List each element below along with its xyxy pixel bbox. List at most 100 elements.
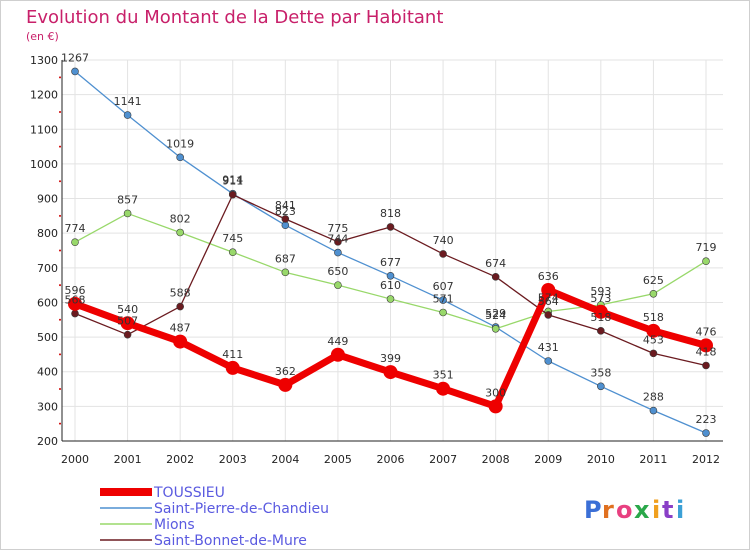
data-label: 914	[222, 174, 243, 187]
point-mions	[176, 228, 184, 237]
point-saint-bonnet-de-mure	[702, 361, 710, 370]
data-label: 674	[485, 257, 506, 270]
data-label: 841	[275, 199, 296, 212]
point-mions	[491, 324, 500, 333]
point-mions	[123, 209, 132, 218]
point-saint-pierre-de-chandieu	[544, 357, 553, 365]
point-mions	[281, 268, 290, 277]
point-saint-bonnet-de-mure	[597, 327, 605, 335]
point-toussieu	[646, 323, 661, 338]
data-label: 518	[590, 311, 611, 324]
point-saint-pierre-de-chandieu	[702, 429, 710, 437]
y-tick-label: 700	[37, 262, 58, 275]
data-label: 568	[65, 294, 86, 307]
point-mions	[334, 281, 342, 289]
data-labels: 1267 1141 1019 914 823 744 677 607 529 431 358 288 2…	[61, 51, 717, 426]
data-label: 1019	[166, 137, 194, 150]
y-minor-tick	[59, 388, 61, 391]
data-label: 223	[696, 413, 717, 426]
data-label: 571	[433, 292, 454, 305]
point-saint-pierre-de-chandieu	[597, 382, 605, 391]
y-tick-label: 900	[37, 193, 58, 206]
data-label: 507	[117, 315, 138, 328]
point-saint-bonnet-de-mure	[123, 330, 132, 339]
unit-label: (en €)	[26, 30, 59, 43]
data-label: 823	[275, 205, 296, 218]
data-label: 596	[65, 284, 86, 297]
y-tick-label: 400	[37, 366, 58, 379]
data-label: 744	[327, 233, 348, 246]
point-saint-bonnet-de-mure	[439, 250, 447, 258]
data-label: 453	[643, 333, 664, 346]
x-tick-label: 2003	[219, 453, 247, 466]
point-toussieu	[225, 360, 240, 375]
y-minor-tick	[59, 145, 61, 148]
x-tick-label: 2010	[587, 453, 615, 466]
point-saint-pierre-de-chandieu	[439, 296, 447, 304]
y-tick-label: 1200	[30, 89, 58, 102]
x-tick-label: 2005	[324, 453, 352, 466]
data-label: 774	[65, 222, 86, 235]
point-mions	[386, 295, 395, 303]
data-label: 358	[590, 366, 611, 379]
y-tick-label: 200	[37, 435, 58, 448]
point-saint-bonnet-de-mure	[228, 190, 237, 199]
y-minor-tick	[59, 249, 61, 252]
y-tick-label: 500	[37, 331, 58, 344]
data-label: 351	[433, 369, 454, 382]
x-tick-label: 2000	[61, 453, 89, 466]
y-tick-label: 800	[37, 227, 58, 240]
data-label: 573	[590, 292, 611, 305]
y-minor-tick	[59, 353, 61, 356]
x-tick-label: 2006	[377, 453, 405, 466]
data-label: 449	[327, 335, 348, 348]
data-label: 487	[170, 322, 191, 335]
data-label: 411	[222, 348, 243, 361]
logo-letter: i	[676, 496, 684, 524]
y-tick-label: 300	[37, 400, 58, 413]
data-label: 300	[485, 386, 506, 399]
chart-title: Evolution du Montant de la Dette par Hab…	[26, 7, 443, 28]
y-minor-tick	[59, 318, 61, 321]
legend-label: Saint-Pierre-de-Chandieu	[154, 501, 329, 517]
data-label: 588	[170, 287, 191, 300]
point-saint-pierre-de-chandieu	[334, 248, 342, 257]
data-label: 745	[222, 232, 243, 245]
data-label: 476	[696, 325, 717, 338]
point-toussieu	[173, 334, 188, 349]
data-label: 818	[380, 207, 401, 220]
data-label: 911	[222, 175, 243, 188]
point-toussieu	[541, 282, 556, 297]
point-mions	[649, 289, 658, 298]
logo-letter: t	[662, 496, 673, 524]
data-label: 607	[433, 280, 454, 293]
data-label: 857	[117, 193, 138, 206]
point-saint-bonnet-de-mure	[71, 309, 79, 318]
point-toussieu	[593, 304, 608, 319]
data-label: 288	[643, 391, 664, 404]
point-saint-bonnet-de-mure	[386, 223, 395, 231]
x-tick-label: 2002	[166, 453, 194, 466]
point-toussieu	[278, 377, 293, 392]
data-label: 1267	[61, 51, 89, 64]
data-label: 636	[538, 270, 559, 283]
x-tick-label: 2011	[639, 453, 667, 466]
point-toussieu	[330, 347, 345, 362]
data-label: 610	[380, 279, 401, 292]
logo-letter: r	[602, 496, 614, 524]
point-saint-bonnet-de-mure	[176, 302, 184, 311]
x-tick-label: 2001	[114, 453, 142, 466]
point-mions	[439, 308, 447, 317]
point-toussieu	[699, 338, 713, 353]
point-mions	[702, 257, 710, 266]
x-tick-label: 2008	[482, 453, 510, 466]
data-label: 540	[117, 303, 138, 316]
point-saint-bonnet-de-mure	[649, 349, 658, 358]
data-label: 518	[643, 311, 664, 324]
data-label: 802	[170, 212, 191, 225]
point-saint-pierre-de-chandieu	[176, 153, 184, 162]
data-label: 399	[380, 352, 401, 365]
y-tick-label: 1000	[30, 158, 58, 171]
point-saint-pierre-de-chandieu	[649, 406, 658, 415]
